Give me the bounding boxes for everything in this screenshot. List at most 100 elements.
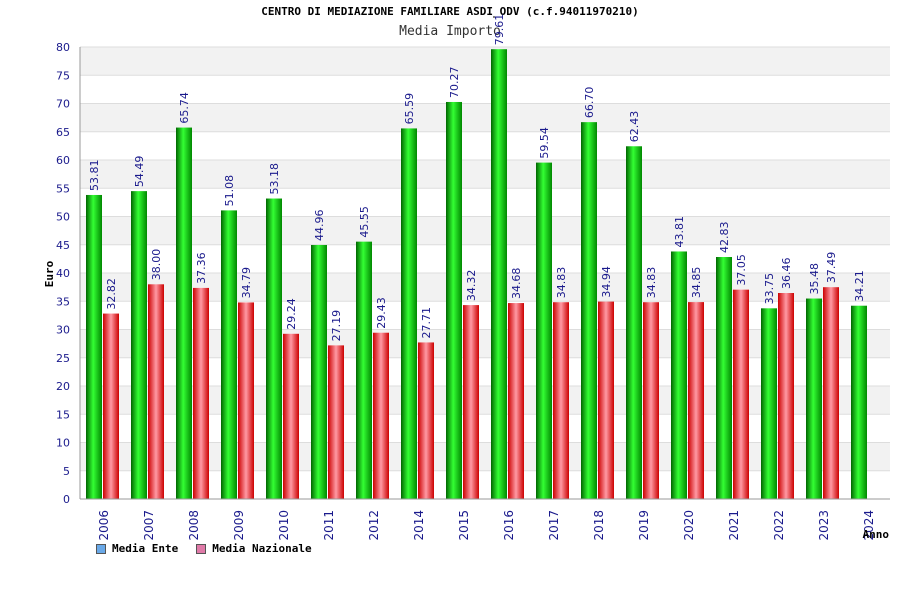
data-label: 65.74	[178, 92, 191, 124]
data-label: 53.81	[88, 159, 101, 191]
bar-media-ente	[176, 127, 192, 499]
y-axis-label: Euro	[43, 260, 56, 287]
x-tick-label: 2012	[367, 510, 381, 541]
bar-media-ente	[491, 49, 507, 500]
grid-band	[80, 357, 890, 386]
y-tick-label: 50	[56, 211, 70, 224]
data-label: 38.00	[150, 249, 163, 281]
x-tick-label: 2017	[547, 510, 561, 541]
data-label: 43.81	[673, 216, 686, 248]
bar-media-nazionale	[778, 293, 794, 499]
data-label: 27.19	[330, 310, 343, 342]
bar-media-nazionale	[238, 302, 254, 499]
bar-media-nazionale	[553, 302, 569, 499]
legend-item-nazionale: Media Nazionale	[196, 542, 312, 555]
x-tick-label: 2022	[772, 510, 786, 541]
x-tick-label: 2010	[277, 510, 291, 541]
y-tick-label: 60	[56, 154, 70, 167]
legend-swatch-nazionale	[196, 543, 207, 554]
y-tick-label: 75	[56, 69, 70, 82]
legend-item-ente: Media Ente	[96, 542, 178, 555]
grid-band	[80, 188, 890, 217]
bar-media-nazionale	[508, 303, 524, 499]
grid-band	[80, 470, 890, 499]
data-label: 54.49	[133, 156, 146, 188]
data-label: 53.18	[268, 163, 281, 195]
bar-media-ente	[311, 244, 327, 499]
data-label: 37.36	[195, 252, 208, 284]
bar-media-nazionale	[283, 333, 299, 499]
x-tick-label: 2024	[862, 510, 876, 541]
bar-media-nazionale	[103, 313, 119, 499]
bar-media-ente	[356, 241, 372, 499]
bar-media-nazionale	[148, 284, 164, 499]
bar-media-nazionale	[688, 302, 704, 499]
x-tick-label: 2008	[187, 510, 201, 541]
bar-media-ente	[626, 146, 642, 499]
bar-media-ente	[131, 191, 147, 499]
x-tick-label: 2019	[637, 510, 651, 541]
y-tick-label: 70	[56, 98, 70, 111]
data-label: 36.46	[780, 258, 793, 290]
data-label: 79.61	[493, 14, 506, 46]
bar-media-ente	[761, 308, 777, 499]
bar-media-nazionale	[328, 345, 344, 499]
y-tick-label: 45	[56, 239, 70, 252]
grid-band	[80, 442, 890, 471]
data-label: 34.83	[555, 267, 568, 299]
y-tick-label: 65	[56, 126, 70, 139]
data-label: 34.32	[465, 270, 478, 302]
x-tick-label: 2007	[142, 510, 156, 541]
grid-band	[80, 216, 890, 245]
grid-band	[80, 47, 890, 76]
bar-media-nazionale	[463, 305, 479, 499]
x-tick-label: 2021	[727, 510, 741, 541]
data-label: 32.82	[105, 278, 118, 310]
bar-media-ente	[401, 128, 417, 499]
data-label: 42.83	[718, 222, 731, 254]
legend-label-ente: Media Ente	[112, 542, 179, 555]
data-label: 59.54	[538, 127, 551, 159]
y-tick-label: 15	[56, 408, 70, 421]
y-tick-label: 40	[56, 267, 70, 280]
data-label: 27.71	[420, 307, 433, 339]
grid-band	[80, 103, 890, 132]
grid-band	[80, 131, 890, 160]
bar-media-ente	[716, 257, 732, 499]
bar-media-nazionale	[418, 342, 434, 499]
chart-title: CENTRO DI MEDIAZIONE FAMILIARE ASDI_ODV …	[261, 5, 639, 18]
data-label: 33.75	[763, 273, 776, 305]
bar-media-ente	[266, 198, 282, 499]
bar-media-ente	[536, 162, 552, 499]
bar-media-nazionale	[193, 287, 209, 499]
data-label: 37.49	[825, 252, 838, 284]
data-label: 34.85	[690, 267, 703, 299]
bar-media-nazionale	[733, 289, 749, 499]
bar-media-ente	[581, 122, 597, 500]
grid-band	[80, 160, 890, 189]
y-tick-label: 30	[56, 324, 70, 337]
bar-media-ente	[806, 298, 822, 499]
y-tick-label: 0	[63, 493, 70, 506]
y-tick-label: 25	[56, 352, 70, 365]
grid-band	[80, 273, 890, 302]
bar-media-ente	[446, 101, 462, 500]
data-label: 35.48	[808, 263, 821, 295]
data-label: 34.21	[853, 270, 866, 302]
bar-media-ente	[86, 194, 102, 499]
bar-media-ente	[851, 305, 867, 499]
grid-band	[80, 414, 890, 443]
data-label: 34.94	[600, 266, 613, 298]
data-label: 44.96	[313, 209, 326, 241]
data-label: 45.55	[358, 206, 371, 238]
legend: Media Ente Media Nazionale	[96, 542, 312, 555]
data-label: 29.43	[375, 297, 388, 329]
legend-swatch-ente	[96, 543, 106, 554]
x-tick-label: 2018	[592, 510, 606, 541]
grid-band	[80, 386, 890, 415]
x-tick-label: 2016	[502, 510, 516, 541]
data-label: 34.68	[510, 268, 523, 300]
data-label: 65.59	[403, 93, 416, 125]
x-tick-label: 2009	[232, 510, 246, 541]
